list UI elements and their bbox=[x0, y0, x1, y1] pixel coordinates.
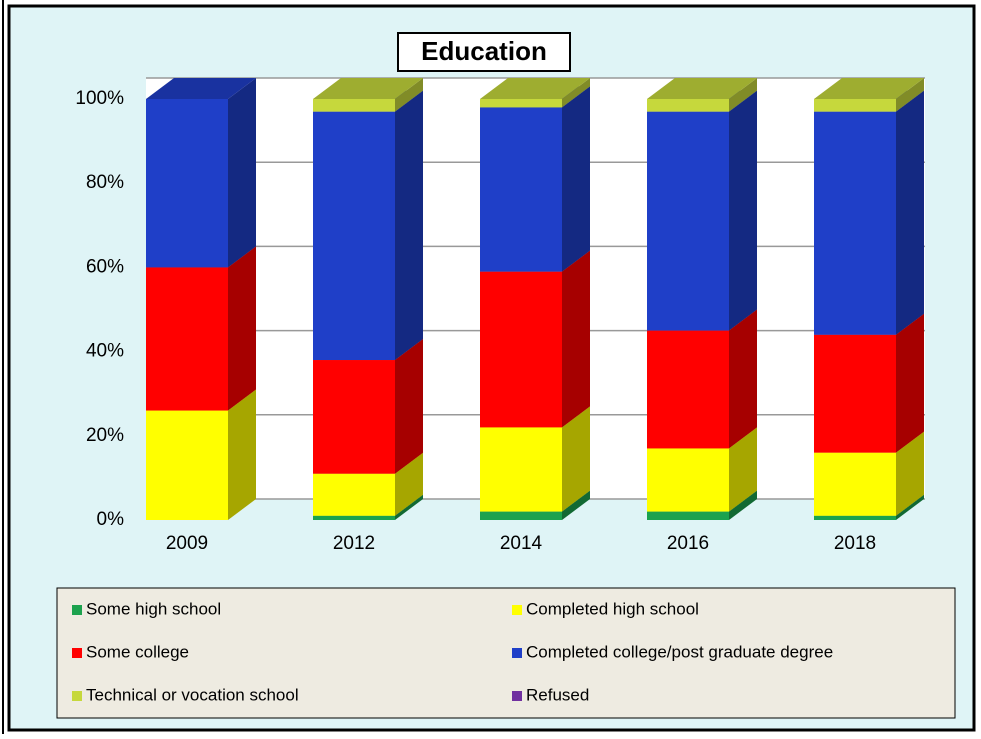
chart-title: Education bbox=[421, 36, 547, 66]
bar-segment bbox=[647, 330, 729, 449]
legend-swatch bbox=[72, 648, 82, 658]
bar-side bbox=[896, 313, 924, 453]
legend-box bbox=[56, 587, 956, 719]
y-tick-label: 20% bbox=[86, 425, 124, 446]
bar-side bbox=[896, 90, 924, 335]
legend-swatch bbox=[512, 605, 522, 615]
title-box bbox=[397, 32, 571, 72]
bar-top bbox=[814, 78, 924, 99]
x-tick-label: 2018 bbox=[834, 533, 876, 554]
bar-segment bbox=[480, 271, 562, 428]
bar-side bbox=[896, 494, 924, 520]
bar-segment bbox=[480, 107, 562, 272]
bar-side bbox=[562, 78, 590, 108]
bar-side bbox=[228, 78, 256, 268]
legend-label: Refused bbox=[526, 685, 589, 704]
bar-segment bbox=[313, 515, 395, 520]
x-tick-label: 2012 bbox=[333, 533, 375, 554]
bar-side bbox=[395, 494, 423, 520]
legend-label: Some college bbox=[86, 642, 189, 661]
bar-side bbox=[896, 431, 924, 516]
bar-side bbox=[562, 86, 590, 272]
bar-segment bbox=[146, 267, 228, 411]
bar-segment bbox=[480, 427, 562, 512]
bar-segment bbox=[313, 473, 395, 516]
bar-side bbox=[562, 490, 590, 520]
legend-swatch bbox=[512, 691, 522, 701]
bar-segment bbox=[814, 111, 896, 335]
legend-label: Completed high school bbox=[526, 599, 699, 618]
bar-segment bbox=[313, 99, 395, 112]
legend-swatch bbox=[72, 605, 82, 615]
legend-swatch bbox=[512, 648, 522, 658]
x-tick-label: 2014 bbox=[500, 533, 543, 554]
bar-segment bbox=[313, 111, 395, 361]
bar-side bbox=[729, 490, 757, 520]
bar-side bbox=[729, 427, 757, 512]
bar-segment bbox=[647, 511, 729, 520]
bar-segment bbox=[647, 111, 729, 331]
bar-side bbox=[395, 90, 423, 361]
bar-segment bbox=[146, 99, 228, 268]
bar-top bbox=[146, 78, 256, 99]
bar-segment bbox=[814, 334, 896, 453]
y-tick-label: 100% bbox=[75, 88, 124, 109]
bar-side bbox=[228, 389, 256, 520]
legend-label: Technical or vocation school bbox=[86, 685, 299, 704]
bar-segment bbox=[313, 360, 395, 474]
x-tick-label: 2016 bbox=[667, 533, 709, 554]
bar-segment bbox=[480, 511, 562, 520]
y-tick-label: 80% bbox=[86, 172, 124, 193]
bar-side bbox=[729, 309, 757, 449]
x-tick-label: 2009 bbox=[166, 533, 208, 554]
bar-top bbox=[480, 78, 590, 99]
bar-top bbox=[313, 78, 423, 99]
bar-side bbox=[395, 339, 423, 474]
legend-label: Some high school bbox=[86, 599, 221, 618]
bar-side bbox=[729, 78, 757, 112]
y-tick-label: 40% bbox=[86, 341, 124, 362]
bar-side bbox=[562, 250, 590, 428]
bar-segment bbox=[814, 99, 896, 112]
legend-label: Completed college/post graduate degree bbox=[526, 642, 833, 661]
bar-side bbox=[729, 90, 757, 331]
bar-side bbox=[395, 78, 423, 112]
y-tick-label: 0% bbox=[97, 509, 125, 530]
bar-side bbox=[228, 246, 256, 411]
bar-segment bbox=[647, 99, 729, 112]
bar-side bbox=[395, 452, 423, 516]
legend-swatch bbox=[72, 691, 82, 701]
bar-top bbox=[647, 78, 757, 99]
bar-side bbox=[896, 78, 924, 112]
bar-side bbox=[562, 406, 590, 512]
bar-segment bbox=[146, 410, 228, 520]
bar-segment bbox=[814, 452, 896, 516]
bar-segment bbox=[814, 515, 896, 520]
bar-segment bbox=[480, 99, 562, 108]
y-tick-label: 60% bbox=[86, 256, 124, 277]
bar-segment bbox=[647, 448, 729, 512]
